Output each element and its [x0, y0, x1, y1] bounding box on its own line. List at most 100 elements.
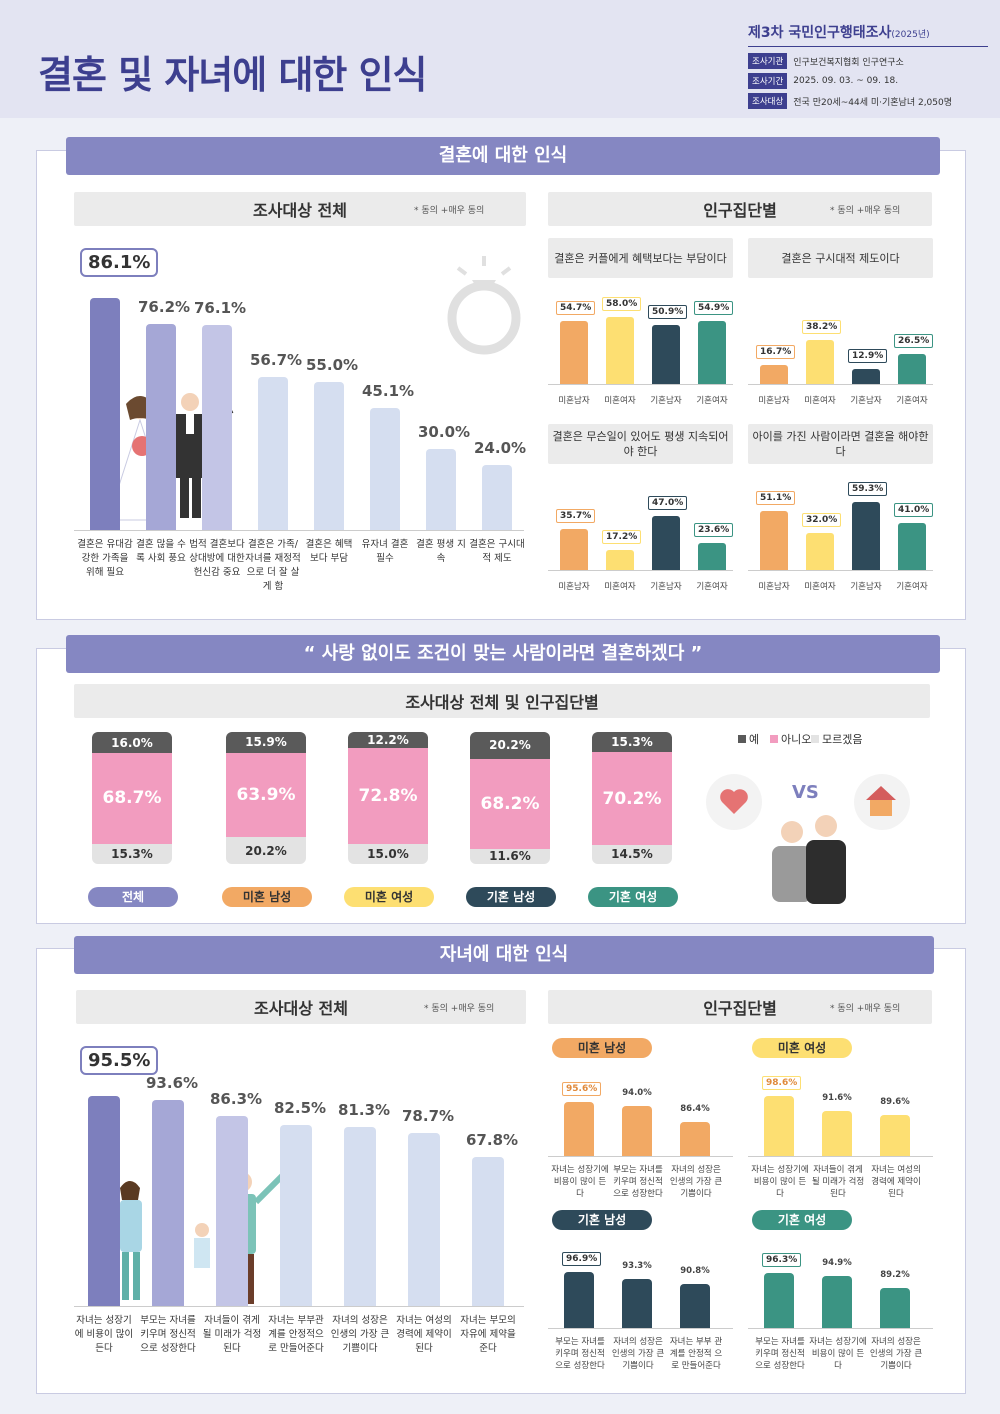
bar — [408, 1132, 440, 1306]
marriage-overall-note: * 동의 +매우 동의 — [414, 206, 485, 216]
group-pill: 미혼 여성 — [344, 887, 434, 907]
group-tick-label: 자녀는 성장기에 비용이 많이 든다 — [751, 1165, 809, 1199]
chart-baseline — [74, 1306, 524, 1307]
data-label: 78.7% — [402, 1106, 455, 1125]
group-tick-label: 자녀의 성장은 인생의 가장 큰 기쁨이다 — [869, 1337, 923, 1371]
group-pill: 기혼 남성 — [466, 887, 556, 907]
group-bar — [652, 325, 680, 384]
group-baseline — [748, 1156, 933, 1157]
info-tag: 조사기관 — [748, 53, 788, 69]
group-card-title: 아이를 가진 사람이라면 결혼을 해야한다 — [748, 424, 933, 464]
marriage-ribbon: 결혼에 대한 인식 — [66, 137, 940, 175]
group-value-label: 94.9% — [822, 1257, 852, 1268]
group-value-label: 32.0% — [802, 513, 842, 528]
info-tag: 조사기간 — [748, 73, 788, 89]
group-pill: 전체 — [88, 887, 178, 907]
group-tick-label: 미혼남자 — [758, 582, 790, 592]
group-bar — [606, 550, 634, 570]
x-tick-label: 자녀의 성장은 인생의 가장 큰 기쁨이다 — [330, 1315, 390, 1354]
condition-ribbon-text: 사랑 없이도 조건이 맞는 사람이라면 결혼하겠다 — [321, 643, 685, 664]
group-baseline — [748, 384, 933, 385]
bar — [216, 1116, 248, 1306]
group-bar — [880, 1287, 910, 1328]
data-label: 81.3% — [338, 1101, 391, 1120]
group-tick-label: 미혼남자 — [558, 396, 590, 406]
group-bar — [622, 1279, 652, 1328]
group-pill: 미혼 여성 — [752, 1038, 852, 1058]
group-value-label-highlight: 98.6% — [762, 1075, 802, 1090]
group-baseline — [548, 1156, 733, 1157]
bar — [426, 449, 456, 530]
group-tick-label: 자녀는 성장기에 비용이 많이 든다 — [809, 1337, 867, 1371]
legend-swatch — [811, 735, 819, 743]
group-value-label: 51.1% — [756, 491, 796, 506]
marriage-overall-title: 조사대상 전체 — [74, 192, 526, 226]
group-value-label-highlight: 96.3% — [762, 1252, 802, 1267]
data-label: 56.7% — [250, 350, 303, 369]
bar — [482, 465, 512, 530]
bar — [258, 376, 288, 530]
group-bar — [764, 1095, 794, 1156]
stack-segment-모르겠음: 11.6% — [470, 848, 550, 864]
stacked-bar: 15.3% 70.2% 14.5% — [592, 732, 672, 864]
bar — [472, 1156, 504, 1306]
group-tick-label: 기혼여자 — [696, 396, 728, 406]
stack-segment-아니오: 68.2% — [470, 758, 550, 849]
marriage-group-note: * 동의 +매우 동의 — [830, 206, 901, 216]
group-baseline — [548, 1328, 733, 1329]
group-value-label-highlight: 96.9% — [562, 1251, 602, 1266]
data-label: 45.1% — [362, 382, 415, 401]
group-bar — [898, 522, 926, 570]
data-label: 93.6% — [146, 1074, 199, 1093]
group-bar — [680, 1284, 710, 1328]
stack-segment-예: 20.2% — [470, 732, 550, 759]
x-tick-label: 결혼은 가족/자녀를 재정적으로 더 잘 살게 함 — [245, 539, 301, 592]
data-label-highlight: 95.5% — [80, 1045, 159, 1075]
group-value-label: 89.6% — [880, 1096, 910, 1107]
data-label: 86.3% — [210, 1090, 263, 1109]
subbar-title: 인구집단별 — [703, 201, 777, 220]
stack-segment-모르겠음: 14.5% — [592, 844, 672, 864]
data-label-highlight: 86.1% — [80, 247, 159, 277]
group-value-label: 12.9% — [848, 349, 888, 364]
group-bar — [806, 533, 834, 570]
ring-icon — [447, 256, 521, 355]
vs-label: VS — [792, 782, 819, 803]
stack-segment-예: 12.2% — [348, 732, 428, 749]
data-label: 30.0% — [418, 423, 471, 441]
x-tick-label: 결혼은 혜택 보다 부담 — [305, 539, 353, 564]
group-tick-label: 기혼남자 — [850, 582, 882, 592]
x-tick-label: 유자녀 결혼 필수 — [361, 539, 409, 564]
legend-label: 아니오 — [781, 733, 812, 746]
survey-row-agency: 조사기관 인구보건복지협회 인구연구소 — [748, 53, 988, 69]
stack-segment-모르겠음: 20.2% — [226, 837, 306, 864]
group-value-label: 17.2% — [602, 530, 642, 545]
group-tick-label: 미혼여자 — [604, 582, 636, 592]
group-card-title: 결혼은 무슨일이 있어도 평생 지속되어야 한다 — [548, 424, 733, 464]
header — [0, 0, 1000, 118]
group-bar — [806, 340, 834, 384]
group-value-label: 90.8% — [680, 1266, 710, 1277]
x-tick-label: 결혼 평생 지속 — [416, 539, 466, 564]
family-illustration — [120, 1167, 291, 1304]
x-tick-label: 자녀는 부모의 자유에 제약을 준다 — [460, 1315, 516, 1354]
condition-subtitle: 조사대상 전체 및 인구집단별 — [74, 684, 930, 718]
group-bar — [564, 1102, 594, 1156]
legend-label: 모르겠음 — [822, 733, 863, 746]
group-tick-label: 기혼여자 — [896, 582, 928, 592]
group-bar — [680, 1121, 710, 1156]
stack-segment-아니오: 72.8% — [348, 748, 428, 845]
stack-segment-예: 15.9% — [226, 732, 306, 753]
group-tick-label: 자녀는 성장기에 비용이 많이 든다 — [551, 1165, 609, 1199]
group-card-title: 결혼은 구시대적 제도이다 — [748, 238, 933, 278]
stack-segment-모르겠음: 15.0% — [348, 844, 428, 864]
bar — [344, 1127, 376, 1306]
survey-title-text: 제3차 국민인구행태조사 — [748, 25, 892, 41]
legend-label: 예 — [749, 733, 760, 746]
x-tick-label: 결혼은 구시대적 제도 — [469, 539, 525, 564]
x-tick-label: 결혼 많을 수록 사회 풍요 — [136, 539, 186, 564]
bar — [370, 408, 400, 530]
group-value-label: 16.7% — [756, 344, 796, 359]
subbar-title: 조사대상 전체 — [254, 999, 348, 1018]
love-vs-condition-illustration — [706, 774, 910, 904]
